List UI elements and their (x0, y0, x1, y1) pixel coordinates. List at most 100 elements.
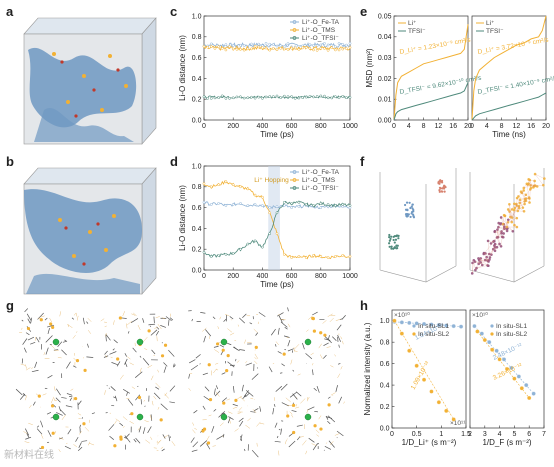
bond-dark (105, 334, 111, 341)
atom-sulfur (82, 422, 86, 426)
chart-c: 0 200 400 600 800 1000 0.0 0.2 0.4 0.6 0.8 1.0 Time … (178, 13, 358, 139)
h2-data-point (531, 391, 536, 396)
c-series-point (286, 95, 290, 99)
d-series-point (231, 203, 235, 206)
bond-light (215, 391, 220, 397)
h1-xtick-label: 0 (390, 431, 394, 438)
bond-light (110, 356, 113, 359)
snapshot-frame (272, 383, 345, 456)
f-trajectory-point (508, 202, 511, 206)
bond-light (237, 324, 239, 327)
c-series-point (213, 47, 217, 50)
bond-light (340, 366, 343, 370)
bond-dark (81, 417, 83, 419)
bond-dark (211, 425, 215, 433)
c-series-point (261, 46, 264, 50)
d-legend-marker (292, 186, 297, 190)
bond-light (137, 427, 140, 431)
bond-light (229, 419, 232, 424)
bond-light (226, 398, 231, 401)
e2-legend-label: Li⁺ (486, 20, 495, 27)
bond-dark (124, 353, 127, 357)
f-cluster-point (390, 245, 393, 248)
c-series-point (304, 46, 308, 49)
bond-light (326, 346, 331, 348)
d-series-point (282, 201, 286, 204)
d-series-point (224, 253, 228, 256)
bond-dark (147, 426, 152, 434)
atom-sulfur (222, 401, 226, 405)
h1-ytick-label: 0.4 (380, 382, 390, 389)
f-cluster-point (395, 244, 398, 247)
c-series-point (308, 43, 312, 47)
bond-light (150, 375, 154, 381)
h1-data-point (444, 408, 449, 413)
bond-light (73, 312, 77, 316)
atom-sulfur (83, 368, 87, 372)
bond-dark (34, 361, 38, 368)
bond-dark (82, 317, 85, 325)
d-series-point (334, 204, 337, 207)
bond-dark (227, 417, 231, 424)
c-series-point (209, 45, 213, 48)
bond-dark (156, 326, 160, 330)
d-series-point (319, 206, 323, 209)
e1-ytick-label: 0.02 (378, 76, 392, 83)
bond-light (310, 352, 314, 356)
c-series-point (337, 96, 341, 99)
panel-letter-a: a (6, 4, 14, 19)
c-series-point (323, 94, 326, 98)
bond-light (104, 390, 106, 395)
bond-light (202, 327, 207, 332)
c-series-point (290, 95, 293, 98)
f-cluster-point (396, 246, 399, 250)
c-ytick-label: 0.2 (192, 97, 202, 104)
bond-dark (232, 403, 239, 407)
h1-data-point (414, 321, 419, 326)
c-series-point (341, 47, 345, 51)
h1-data-point (399, 331, 405, 336)
bond-light (335, 319, 341, 321)
bond-dark (287, 339, 291, 347)
d-series-point (261, 204, 264, 207)
bond-light (24, 441, 30, 444)
c-series-point (301, 96, 304, 99)
f-cluster-point (412, 210, 415, 213)
e1-ylabel: MSD (nm²) (365, 48, 374, 87)
bond-dark (279, 372, 283, 374)
bond-dark (287, 348, 294, 352)
h2-xtick-label: 6 (527, 431, 531, 438)
e1-xtick-label: 0 (392, 123, 396, 130)
d-xtick-label: 800 (315, 273, 327, 280)
bond-dark (336, 430, 344, 437)
d-series-point (239, 202, 242, 205)
d-series-point (246, 187, 250, 191)
bond-dark (75, 436, 79, 442)
bond-dark (327, 420, 331, 425)
f-trajectory-line (472, 173, 545, 274)
bond-dark (338, 363, 341, 365)
bond-dark (55, 397, 61, 403)
bond-dark (148, 323, 156, 326)
h2-data-point (472, 323, 477, 329)
c-series-point (239, 43, 242, 47)
h1-fit-line-0 (394, 321, 462, 327)
c-series-point (239, 95, 242, 99)
h1-ytick-label: 0.0 (380, 425, 390, 432)
bond-dark (256, 367, 259, 369)
e2-xtick-label: 12 (513, 123, 521, 130)
bond-dark (242, 313, 247, 319)
bond-light (122, 311, 126, 317)
f-cluster-point (405, 214, 408, 217)
bond-dark (328, 440, 335, 448)
c-series-point (348, 42, 352, 45)
e1-legend-label: TFSI⁻ (408, 28, 426, 35)
c-series-point (348, 96, 352, 99)
atom-sulfur (119, 435, 123, 439)
bond-light (76, 331, 78, 333)
c-series-point (268, 48, 272, 52)
h2-fit-line-0 (474, 325, 534, 394)
bond-light (192, 429, 196, 434)
atom-sulfur (160, 354, 165, 358)
bond-dark (155, 386, 160, 390)
